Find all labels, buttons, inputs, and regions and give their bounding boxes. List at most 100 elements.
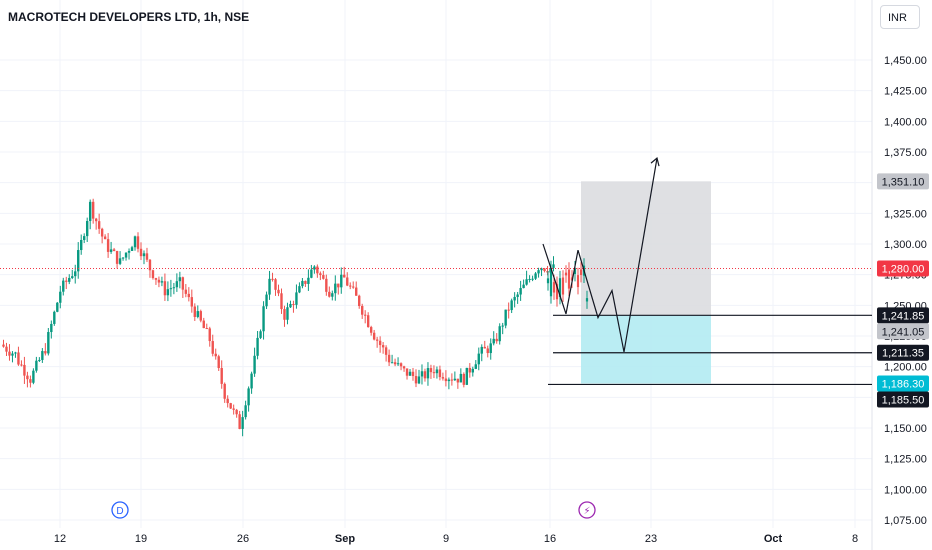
candle-body (334, 283, 337, 294)
candle-body (14, 352, 17, 354)
candle-body (378, 340, 382, 346)
candle-body (369, 327, 373, 333)
candle-body (223, 383, 226, 399)
candle-body (304, 280, 307, 284)
candle-body (250, 373, 253, 389)
candle-body (465, 367, 469, 385)
y-tick-label: 1,375.00 (884, 147, 927, 159)
candle-body (295, 292, 298, 305)
x-tick-label: 12 (54, 533, 66, 545)
candle-body (5, 346, 8, 352)
candle-body (124, 252, 128, 258)
candle-body (190, 297, 194, 307)
candle-body (319, 273, 322, 276)
candle-body (507, 309, 510, 311)
projection-path (542, 158, 658, 353)
candle-body (459, 373, 463, 383)
candle-body (286, 307, 289, 320)
candle-body (35, 360, 38, 371)
x-tick-label: 23 (645, 533, 657, 545)
price-label: 1,185.50 (882, 394, 925, 406)
candle-body (411, 371, 415, 377)
candle-body (513, 296, 516, 301)
dividend-marker-circle[interactable] (111, 501, 129, 519)
candle-body (247, 388, 250, 406)
candle-body (238, 414, 241, 429)
candle-body (56, 302, 59, 312)
candle-body (363, 314, 367, 316)
candle-body (217, 356, 220, 369)
candle-body (525, 279, 528, 285)
time-axis: 12 19 26 Sep 9 16 23 Oct 8 (54, 533, 858, 545)
candle-body (175, 281, 179, 288)
candle-body (169, 288, 173, 290)
candle-body (504, 309, 507, 326)
candle-body (47, 332, 50, 354)
candle-body (77, 250, 80, 272)
candle-body (322, 275, 325, 279)
candle-body (160, 281, 164, 283)
price-label: 1,280.00 (882, 264, 925, 276)
x-tick-label: 16 (544, 533, 556, 545)
candle-body (468, 367, 472, 373)
candle-body (531, 278, 534, 280)
y-tick-label: 1,425.00 (884, 86, 927, 98)
candle-body (387, 354, 391, 363)
candle-body (546, 278, 550, 284)
y-tick-label: 1,300.00 (884, 239, 927, 251)
candle-body (62, 280, 65, 292)
y-tick-label: 1,150.00 (884, 423, 927, 435)
candle-body (133, 236, 137, 248)
candle-body (552, 264, 555, 268)
candle-body (214, 353, 217, 357)
y-tick-label: 1,325.00 (884, 208, 927, 220)
candle-body (184, 289, 188, 294)
event-marker-circle[interactable] (578, 501, 596, 519)
candle-body (166, 289, 170, 296)
candle-body (396, 363, 400, 365)
candle-body (552, 282, 556, 293)
candle-body (65, 280, 68, 282)
candle-body (127, 250, 131, 253)
candle-body (456, 378, 460, 383)
candle-body (68, 277, 71, 282)
candle-body (142, 253, 146, 257)
candle-body (573, 268, 577, 274)
candle-body (495, 338, 498, 342)
candle-body (402, 366, 406, 369)
candle-body (83, 236, 86, 240)
y-tick-label: 1,400.00 (884, 116, 927, 128)
candle-body (26, 375, 29, 380)
candle-body (226, 398, 229, 404)
x-tick-label: 9 (443, 533, 449, 545)
candle-body (399, 363, 403, 367)
candle-body (44, 351, 47, 354)
candle-body (121, 257, 125, 259)
chart-grid (0, 0, 873, 550)
candle-body (477, 353, 480, 365)
candlestick-series (2, 198, 589, 437)
candle-body (11, 353, 14, 356)
candle-body (118, 258, 122, 264)
candle-body (534, 273, 537, 279)
candle-body (352, 286, 355, 288)
candle-body (501, 325, 504, 327)
candle-body (265, 294, 268, 307)
candle-body (516, 294, 519, 297)
candle-body (384, 347, 388, 355)
candle-body (438, 369, 442, 378)
candle-body (441, 377, 445, 379)
candle-body (471, 368, 474, 373)
candle-body (280, 293, 283, 310)
candle-body (145, 253, 149, 260)
candle-body (262, 306, 265, 332)
candle-body (274, 279, 277, 290)
candle-body (109, 249, 113, 252)
currency-selector[interactable]: INR (880, 5, 920, 29)
candle-body (375, 339, 379, 341)
chart-markers: D ⚡ (111, 501, 596, 519)
candle-body (136, 236, 140, 249)
candle-body (130, 247, 134, 251)
candle-body (390, 362, 394, 364)
